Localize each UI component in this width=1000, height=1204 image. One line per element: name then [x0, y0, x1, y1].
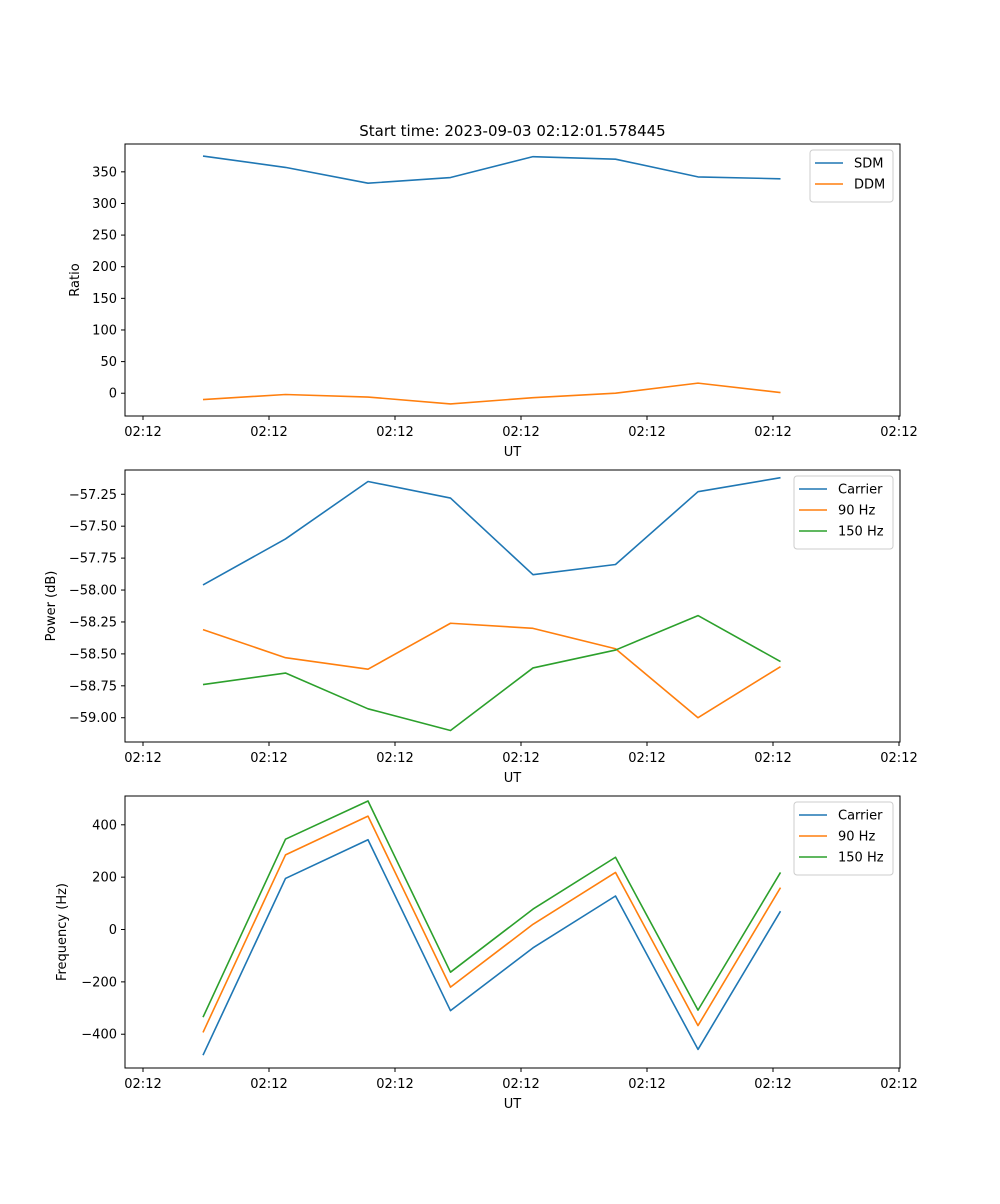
legend-label: Carrier — [838, 809, 883, 824]
series-line-ddm — [202, 382, 781, 405]
series-line-150-hz — [202, 614, 781, 732]
y-axis-label: Power (dB) — [44, 571, 59, 642]
x-tick-label: 02:12 — [376, 751, 413, 766]
y-tick-label: −57.75 — [69, 552, 117, 567]
y-tick-label: 50 — [100, 355, 117, 370]
x-tick-label: 02:12 — [376, 425, 413, 440]
y-tick-label: −400 — [81, 1028, 117, 1043]
series-line-90-hz — [202, 815, 782, 1033]
x-tick-label: 02:12 — [880, 425, 917, 440]
series-line-150-hz — [202, 800, 782, 1018]
x-tick-label: 02:12 — [880, 751, 917, 766]
y-tick-label: 400 — [92, 818, 117, 833]
y-axis-label: Ratio — [68, 263, 83, 296]
y-tick-label: 350 — [92, 165, 117, 180]
x-tick-label: 02:12 — [250, 751, 287, 766]
x-tick-label: 02:12 — [502, 1077, 539, 1092]
y-tick-label: −58.75 — [69, 679, 117, 694]
x-tick-label: 02:12 — [250, 425, 287, 440]
y-tick-label: 300 — [92, 197, 117, 212]
x-axis-label: UT — [504, 445, 522, 460]
y-tick-label: 250 — [92, 229, 117, 244]
figure-title: Start time: 2023-09-03 02:12:01.578445 — [359, 122, 665, 140]
y-tick-label: 0 — [109, 387, 117, 402]
chart-panel-1: 02:12 02:12 02:12 02:12 02:12 02:12 02:12 0 50 10… — [68, 143, 918, 460]
x-tick-label: 02:12 — [628, 1077, 665, 1092]
y-tick-label: 100 — [92, 323, 117, 338]
y-axis-label: Frequency (Hz) — [55, 883, 70, 981]
legend: Carrier 90 Hz 150 Hz — [793, 801, 894, 876]
legend-label: 150 Hz — [838, 525, 884, 540]
legend-label: 90 Hz — [838, 504, 875, 519]
chart-panel-2: 02:12 02:12 02:12 02:12 02:12 02:12 02:12 −59.0… — [44, 469, 918, 786]
x-tick-label: 02:12 — [880, 1077, 917, 1092]
series-line-sdm — [202, 155, 781, 185]
x-axis-label: UT — [504, 1097, 522, 1112]
y-tick-label: 200 — [92, 260, 117, 275]
y-tick-label: 0 — [109, 923, 117, 938]
legend-label: DDM — [854, 178, 885, 193]
x-tick-label: 02:12 — [376, 1077, 413, 1092]
y-tick-label: −57.25 — [69, 488, 117, 503]
x-tick-label: 02:12 — [124, 425, 161, 440]
y-tick-label: −59.00 — [69, 711, 117, 726]
y-tick-label: 150 — [92, 292, 117, 307]
y-tick-label: 200 — [92, 871, 117, 886]
y-tick-label: −58.00 — [69, 584, 117, 599]
y-tick-label: −200 — [81, 975, 117, 990]
y-tick-label: −58.50 — [69, 647, 117, 662]
legend-label: SDM — [854, 157, 883, 172]
x-tick-label: 02:12 — [754, 751, 791, 766]
x-tick-label: 02:12 — [124, 1077, 161, 1092]
axes-frame — [124, 795, 901, 1069]
legend-label: 150 Hz — [838, 851, 884, 866]
series-line-90-hz — [202, 622, 781, 719]
x-axis-label: UT — [504, 771, 522, 786]
series-line-carrier — [202, 838, 782, 1056]
legend: Carrier 90 Hz 150 Hz — [793, 475, 894, 550]
x-tick-label: 02:12 — [754, 425, 791, 440]
legend-label: 90 Hz — [838, 830, 875, 845]
x-tick-label: 02:12 — [250, 1077, 287, 1092]
x-tick-label: 02:12 — [502, 425, 539, 440]
x-tick-label: 02:12 — [502, 751, 539, 766]
chart-panel-3: 02:12 02:12 02:12 02:12 02:12 02:12 02:12 −400 −… — [55, 795, 918, 1112]
x-tick-label: 02:12 — [754, 1077, 791, 1092]
legend-label: Carrier — [838, 483, 883, 498]
y-tick-label: −58.25 — [69, 615, 117, 630]
legend: SDM DDM — [809, 149, 894, 203]
axes-frame — [124, 469, 901, 743]
x-tick-label: 02:12 — [628, 425, 665, 440]
y-tick-label: −57.50 — [69, 520, 117, 535]
x-tick-label: 02:12 — [124, 751, 161, 766]
axes-frame — [124, 143, 901, 417]
series-line-carrier — [202, 476, 781, 586]
x-tick-label: 02:12 — [628, 751, 665, 766]
